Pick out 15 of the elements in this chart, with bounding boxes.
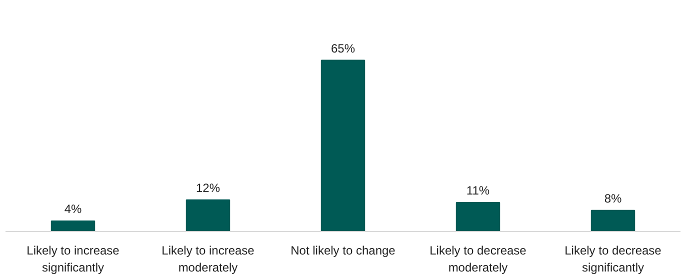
x-tick-label: Not likely to change (290, 244, 396, 258)
bar (456, 202, 500, 232)
x-tick-label: Likely to increase moderately (162, 244, 255, 274)
data-label: 65% (330, 41, 356, 56)
data-label: 11% (466, 184, 490, 198)
bar (186, 199, 230, 232)
bar (50, 220, 96, 232)
x-tick-label: Likely to decrease significantly (564, 244, 662, 274)
x-tick-label: Likely to decrease moderately (430, 244, 527, 274)
x-tick-label: Likely to increase significantly (26, 244, 120, 274)
data-label: 8% (604, 191, 622, 206)
bar (320, 60, 366, 232)
data-label: 12% (196, 180, 220, 195)
bar (590, 210, 636, 232)
data-label: 4% (64, 202, 82, 216)
